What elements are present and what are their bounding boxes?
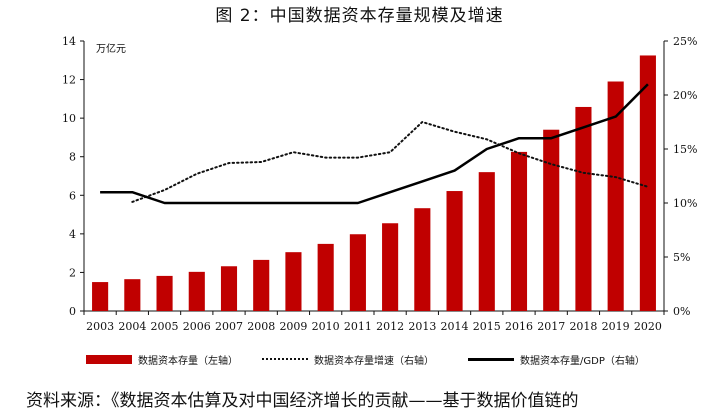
bar [510, 151, 528, 311]
legend-label: 数据资本存量增速（右轴） [314, 355, 434, 367]
right-tick-label: 10% [673, 197, 697, 210]
x-tick-label: 2007 [215, 320, 243, 333]
legend-swatch [86, 354, 132, 364]
right-tick-label: 0% [673, 305, 690, 318]
ratio-to-gdp-line [100, 83, 649, 205]
x-tick-label: 2010 [312, 320, 340, 333]
bar [382, 223, 399, 311]
bar [124, 279, 141, 311]
left-tick-label: 10 [62, 112, 76, 125]
left-tick-label: 0 [69, 305, 76, 318]
bar [349, 234, 366, 311]
x-tick-label: 2003 [86, 320, 114, 333]
left-tick-label: 12 [62, 74, 76, 87]
legend-label: 数据资本存量/GDP（右轴） [520, 355, 645, 367]
x-tick-label: 2016 [505, 320, 533, 333]
bar [317, 243, 334, 311]
left-tick-label: 6 [69, 189, 76, 202]
legend-item: 数据资本存量增速（右轴） [262, 351, 434, 367]
bar [156, 275, 173, 311]
x-tick-label: 2015 [473, 320, 501, 333]
x-tick-label: 2019 [602, 320, 630, 333]
left-tick-label: 8 [69, 151, 76, 164]
x-tick-label: 2014 [441, 320, 469, 333]
source-note: 资料来源：《数据资本估算及对中国经济增长的贡献——基于数据价值链的 [26, 391, 579, 411]
growth-rate-line [131, 120, 649, 203]
bar [188, 271, 205, 311]
x-tick-label: 2013 [408, 320, 436, 333]
bar [478, 172, 495, 311]
bar [575, 106, 592, 311]
left-tick-label: 4 [69, 228, 76, 241]
bar [92, 282, 109, 311]
bar [220, 266, 238, 311]
legend-item: 数据资本存量（左轴） [86, 351, 238, 367]
bar [639, 55, 656, 311]
x-tick-label: 2012 [376, 320, 404, 333]
legend-swatch [468, 357, 514, 361]
bar [446, 191, 463, 311]
x-tick-label: 2006 [183, 320, 211, 333]
right-tick-label: 5% [673, 251, 690, 264]
right-tick-label: 20% [673, 89, 697, 102]
chart: 0 2 4 6 8 10 12 14 0% 5% 10% 15% 20% 25% 2003 2004 2005 2… [62, 35, 697, 333]
legend-label: 数据资本存量（左轴） [138, 355, 238, 367]
bar [607, 81, 624, 311]
legend-item: 数据资本存量/GDP（右轴） [468, 351, 645, 367]
left-tick-label: 2 [69, 266, 76, 279]
x-tick-label: 2004 [118, 320, 146, 333]
x-tick-label: 2009 [279, 320, 307, 333]
legend-swatch [262, 358, 308, 360]
bar [543, 129, 560, 311]
x-tick-label: 2008 [247, 320, 275, 333]
x-tick-label: 2020 [634, 320, 662, 333]
x-tick-label: 2017 [537, 320, 565, 333]
left-tick-label: 14 [62, 35, 76, 48]
x-tick-label: 2011 [344, 320, 372, 333]
right-tick-label: 25% [673, 35, 697, 48]
bar [285, 252, 302, 311]
x-tick-label: 2018 [569, 320, 597, 333]
bar [414, 208, 431, 311]
x-tick-label: 2005 [151, 320, 179, 333]
chart-title: 图 2：中国数据资本存量规模及增速 [215, 6, 504, 26]
left-axis-unit: 万亿元 [96, 42, 126, 55]
bar [253, 259, 270, 311]
right-tick-label: 15% [673, 143, 697, 156]
legend: 数据资本存量（左轴） 数据资本存量增速（右轴） 数据资本存量/GDP（右轴） [86, 351, 706, 367]
